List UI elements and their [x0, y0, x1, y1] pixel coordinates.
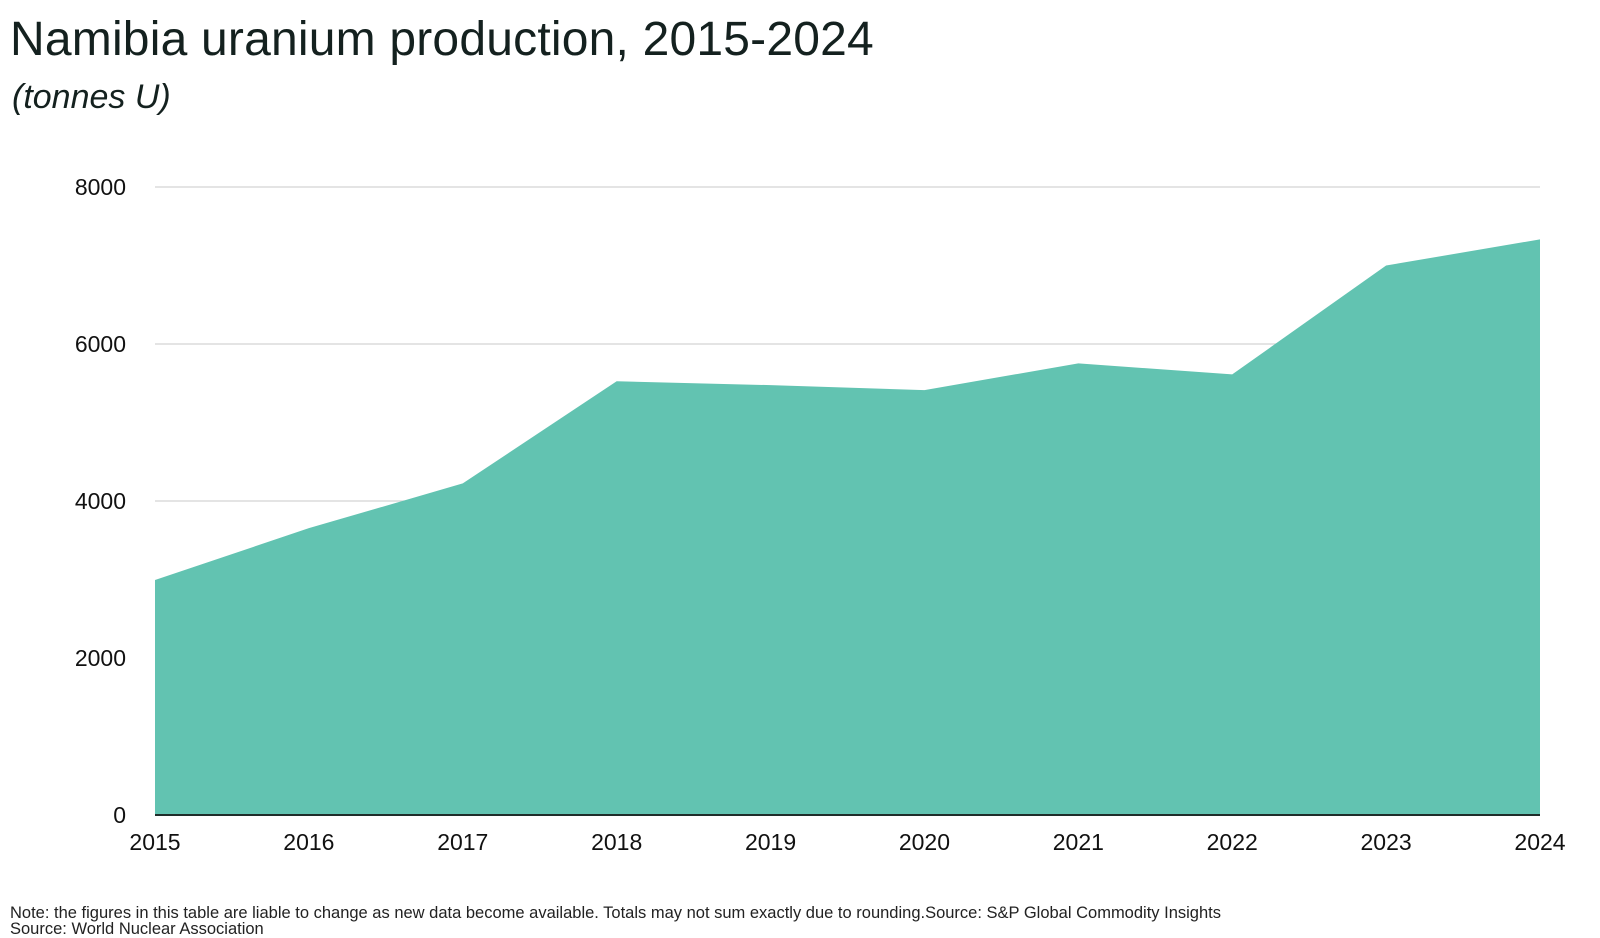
chart-subtitle: (tonnes U) — [12, 78, 171, 116]
x-tick-label: 2020 — [899, 829, 950, 855]
area-chart: 0 2000 4000 6000 8000 2015 2016 2017 2018 2019 202… — [75, 174, 1566, 855]
x-tick-label: 2022 — [1207, 829, 1258, 855]
footnote: Note: the figures in this table are liab… — [10, 904, 1221, 922]
y-tick-label: 6000 — [75, 331, 126, 357]
x-tick-label: 2024 — [1514, 829, 1565, 855]
area-fill — [155, 239, 1540, 815]
x-tick-label: 2017 — [437, 829, 488, 855]
chart-title: Namibia uranium production, 2015-2024 — [10, 13, 874, 66]
x-tick-label: 2019 — [745, 829, 796, 855]
x-tick-label: 2023 — [1361, 829, 1412, 855]
x-tick-label: 2016 — [283, 829, 334, 855]
y-tick-label: 2000 — [75, 645, 126, 671]
x-tick-label: 2015 — [129, 829, 180, 855]
x-tick-label: 2018 — [591, 829, 642, 855]
y-tick-label: 4000 — [75, 488, 126, 514]
x-tick-label: 2021 — [1053, 829, 1104, 855]
axes: 0 2000 4000 6000 8000 2015 2016 2017 2018 2019 202… — [75, 174, 1566, 855]
y-tick-label: 0 — [113, 802, 126, 828]
y-tick-label: 8000 — [75, 174, 126, 200]
area-series — [155, 239, 1540, 815]
source-line: Source: World Nuclear Association — [10, 920, 264, 938]
